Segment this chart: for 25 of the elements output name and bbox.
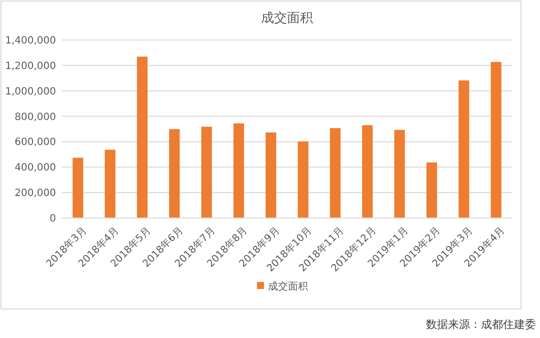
y-tick-label: 200,000 [14,188,56,200]
bar [426,162,438,218]
bar [266,132,276,218]
bar [458,80,470,218]
y-tick-label: 1,400,000 [5,36,56,46]
bar [490,62,502,218]
legend-label: 成交面积 [268,280,308,292]
bar [298,141,308,218]
bar [233,123,244,218]
bar [201,126,212,218]
y-tick-label: 400,000 [14,162,56,174]
source-note: 数据来源：成都住建委 [426,318,536,331]
bar [394,130,405,218]
bar [136,56,148,218]
y-tick-label: 1,200,000 [5,60,56,72]
chart-title: 成交面积 [261,10,313,26]
y-tick-label: 1,000,000 [5,86,56,98]
bar [104,150,116,218]
bar [362,125,373,218]
bar [330,128,341,218]
y-tick-label: 0 [50,214,56,224]
y-tick-label: 600,000 [14,137,56,148]
bar [72,158,84,218]
y-tick-label: 800,000 [14,112,56,123]
bar [169,129,180,218]
